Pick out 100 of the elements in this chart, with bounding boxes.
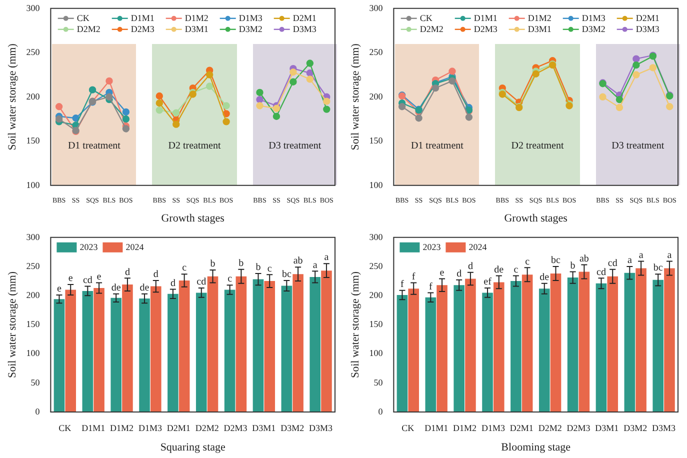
data-label: e (68, 273, 74, 284)
data-label: d (468, 260, 473, 272)
x-tick-label: CK (402, 422, 415, 433)
data-label: bc (653, 262, 664, 274)
data-label: cd (82, 274, 92, 286)
y-tick-label: 200 (26, 91, 40, 102)
annotation: D2 treatment (511, 140, 564, 152)
x-tick-label: D1M1 (82, 422, 106, 433)
data-label: c (525, 256, 530, 268)
x-axis-title: Growth stages (161, 212, 224, 224)
x-tick-label: D1M3 (138, 422, 162, 433)
x-tick-label: D3M1 (595, 422, 619, 433)
y-tick-label: 250 (26, 47, 40, 58)
data-label: b (210, 258, 216, 270)
data-label: a (312, 260, 318, 271)
data-label: de (140, 282, 150, 294)
legend-label: D2M2 (76, 24, 100, 34)
data-label: e (96, 271, 102, 282)
y-tick-label: 100 (26, 348, 40, 358)
data-label: de (540, 272, 550, 284)
x-tick-label: D1M2 (110, 422, 134, 433)
legend-label: 2024 (126, 242, 144, 252)
x-tick-label: D1M3 (481, 422, 506, 433)
data-label: c (267, 263, 272, 274)
y-tick-label: 200 (369, 91, 384, 102)
x-tick-label: D3M1 (252, 422, 276, 433)
y-tick-label: 50 (30, 377, 40, 388)
x-tick-label: D3M3 (652, 422, 676, 433)
x-tick-label: D2M1 (510, 422, 534, 433)
data-label: b (256, 262, 261, 274)
legend-label: D3M3 (636, 24, 660, 34)
y-axis-title: Soil water storage (mm) (6, 43, 18, 150)
y-axis-title: Soil water storage (mm) (349, 271, 362, 378)
legend-label: D3M3 (292, 24, 317, 34)
x-tick-label: D1M1 (424, 422, 448, 433)
y-tick-label: 150 (369, 136, 384, 146)
data-label: e (440, 267, 445, 278)
y-tick-label: 150 (26, 136, 40, 146)
data-label: a (638, 250, 644, 261)
x-tick-label: D2M3 (566, 422, 591, 433)
y-tick-label: 300 (26, 2, 40, 13)
data-label: bc (551, 255, 562, 266)
data-label: f (400, 278, 405, 290)
data-label: d (153, 269, 158, 280)
legend-label: D3M2 (238, 24, 262, 34)
data-label: de (494, 264, 504, 276)
y-tick-label: 100 (369, 348, 384, 358)
legend-label: D2M1 (636, 12, 660, 23)
x-tick-label: D3M2 (280, 422, 304, 433)
annotation: D1 treatment (410, 140, 464, 152)
y-tick-label: 50 (374, 377, 384, 388)
x-axis-title: Blooming stage (501, 441, 571, 454)
y-tick-label: 100 (26, 180, 40, 190)
legend-label: 2024 (468, 242, 488, 252)
y-tick-label: 200 (369, 290, 384, 300)
data-label: a (667, 250, 672, 261)
y-tick-label: 0 (378, 406, 384, 416)
x-tick-label: D3M2 (624, 422, 648, 433)
data-label: bc (282, 269, 292, 280)
y-tick-label: 150 (369, 319, 384, 330)
data-label: c (228, 274, 233, 285)
x-tick-label: D2M1 (166, 422, 190, 433)
data-label: e (57, 284, 62, 295)
data-label: f (412, 271, 416, 282)
annotation: D3 treatment (612, 140, 664, 152)
y-tick-label: 200 (26, 290, 40, 300)
legend-label: D3M1 (528, 24, 552, 34)
legend-label: D3M2 (582, 24, 606, 34)
y-tick-label: 300 (369, 2, 384, 13)
data-label: c (182, 262, 188, 274)
legend-label: 2023 (80, 242, 98, 252)
legend-label: D2M1 (292, 12, 316, 23)
data-label: a (627, 255, 632, 266)
data-label: b (570, 260, 576, 272)
y-tick-label: 250 (26, 260, 40, 271)
x-tick-label: D2M2 (538, 422, 562, 433)
x-axis-title: Squaring stage (160, 441, 226, 454)
legend-label: D2M3 (130, 24, 155, 34)
y-tick-label: 150 (26, 319, 40, 330)
data-label: b (238, 258, 244, 270)
data-label: c (514, 264, 519, 276)
legend-label: 2023 (422, 242, 442, 252)
data-label: cd (608, 258, 618, 270)
y-axis-title: Soil water storage (mm) (349, 43, 362, 150)
annotation: D3 treatment (268, 140, 322, 152)
data-label: cd (196, 276, 206, 288)
data-label: ef (484, 276, 492, 288)
y-tick-label: 100 (369, 180, 384, 190)
x-tick-label: CK (58, 422, 72, 433)
legend-label: D1M3 (582, 12, 606, 23)
data-label: a (324, 252, 330, 264)
y-tick-label: 250 (369, 260, 384, 271)
data-label: f (428, 281, 433, 292)
data-label: d (170, 278, 176, 289)
y-tick-label: 300 (26, 232, 40, 242)
legend-label: CK (420, 12, 433, 23)
legend-label: CK (76, 12, 90, 23)
y-tick-label: 300 (369, 232, 384, 242)
legend-label: D3M1 (184, 24, 208, 34)
data-label: ab (293, 256, 303, 267)
